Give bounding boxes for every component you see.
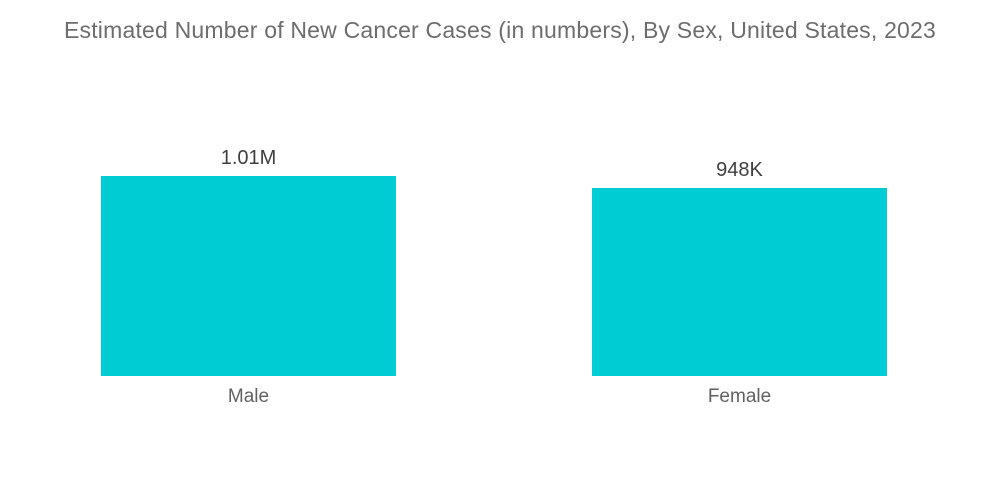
bar-value-label-female: 948K <box>716 159 763 181</box>
category-label-male: Male <box>227 386 270 407</box>
chart-title: Estimated Number of New Cancer Cases (in… <box>63 17 937 43</box>
bar-male[interactable] <box>101 176 396 376</box>
category-label-female: Female <box>707 386 772 407</box>
bar-group-female: 948K Female <box>592 159 887 407</box>
bar-female[interactable] <box>592 188 887 376</box>
bar-value-label-male: 1.01M <box>220 147 277 169</box>
bar-group-male: 1.01M Male <box>101 147 396 407</box>
